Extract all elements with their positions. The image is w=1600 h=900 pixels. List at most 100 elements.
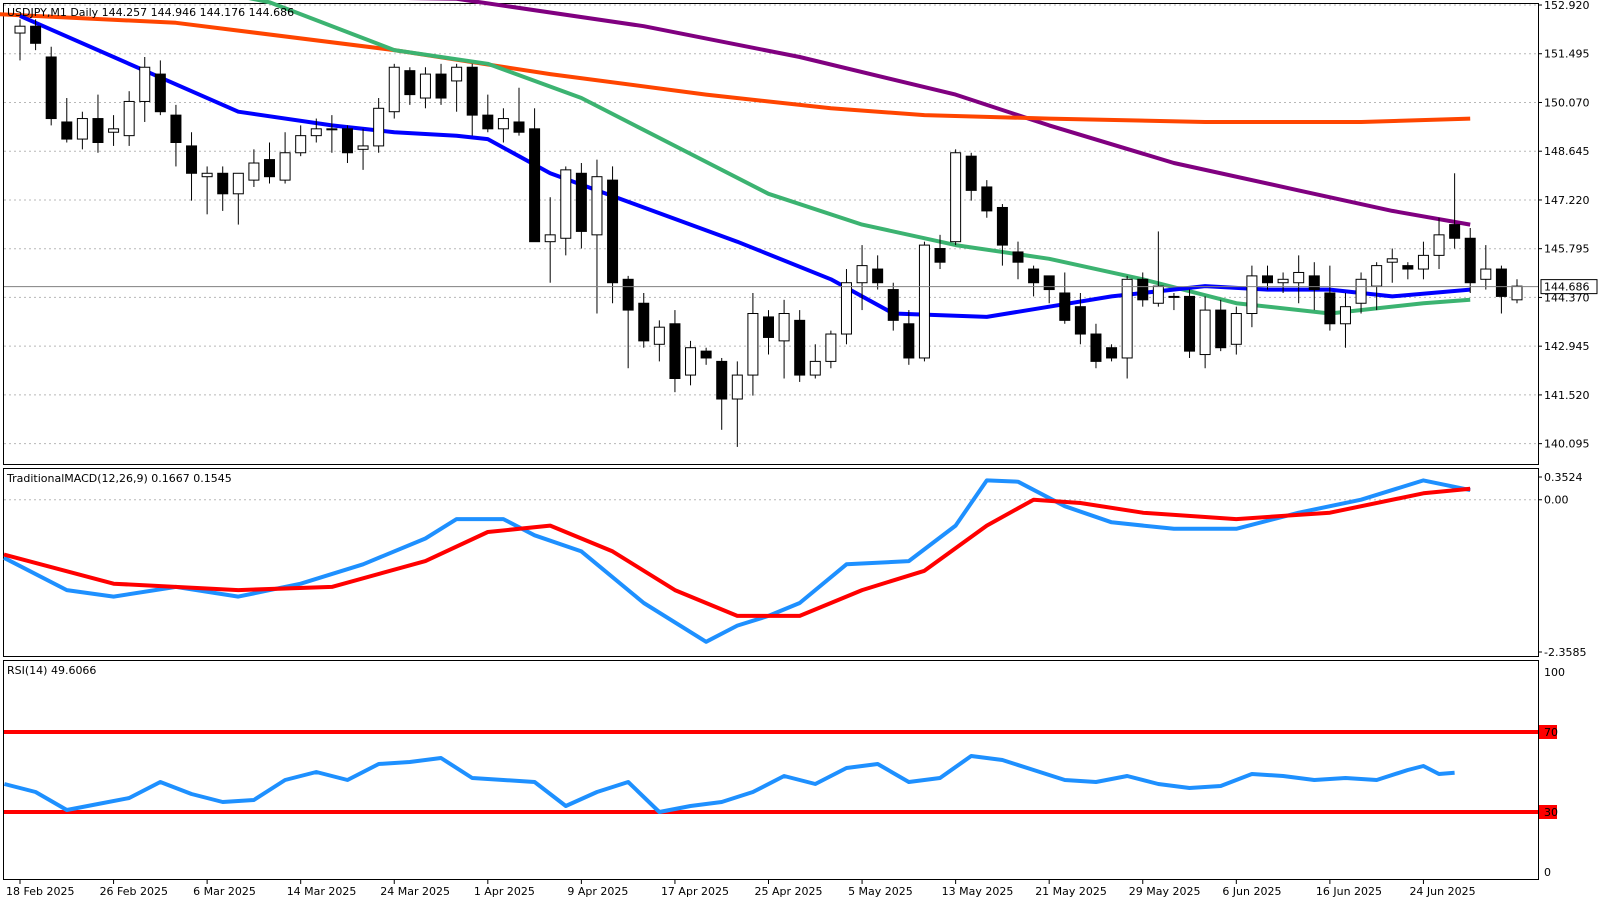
macd-tick-label: -2.3585	[1544, 646, 1586, 659]
rsi-tick-label: 0	[1544, 866, 1551, 879]
candle-body	[934, 248, 946, 263]
candle-body	[1230, 313, 1242, 345]
candle-body	[1168, 295, 1180, 298]
candle-body	[700, 350, 712, 359]
price-tick-label: 141.520	[1544, 389, 1590, 402]
candle-body	[638, 302, 650, 342]
candle-body	[809, 360, 821, 376]
candle-body	[1215, 309, 1227, 349]
candle-body	[419, 73, 431, 99]
candle-body	[653, 326, 665, 345]
candle-body	[1262, 275, 1273, 284]
candle-body	[108, 128, 120, 133]
candle-body	[326, 128, 338, 131]
date-tick-label: 21 May 2025	[1035, 885, 1107, 898]
candle-body	[856, 265, 868, 284]
date-tick-label: 24 Mar 2025	[380, 885, 450, 898]
price-panel-frame	[3, 3, 1539, 465]
candle-body	[716, 360, 728, 400]
candle-body	[872, 268, 884, 284]
candle-body	[529, 128, 541, 243]
candle-body	[887, 289, 899, 321]
price-tick-label: 145.795	[1544, 243, 1590, 256]
candle-body	[170, 114, 182, 143]
candle-body	[965, 155, 977, 191]
candle-body	[747, 313, 759, 376]
macd-tick-label: 0.00	[1544, 494, 1569, 507]
rsi-tick-label: 70	[1544, 726, 1558, 739]
candle-body	[622, 278, 634, 311]
macd-line	[3, 478, 1471, 644]
price-tick-label: 140.095	[1544, 438, 1590, 451]
candle-body	[544, 234, 556, 243]
date-tick-label: 6 Mar 2025	[193, 885, 256, 898]
candle-body	[560, 169, 572, 239]
candle-body	[513, 121, 525, 133]
candle-body	[840, 282, 852, 335]
date-tick-label: 6 Jun 2025	[1222, 885, 1281, 898]
candle-body	[1402, 265, 1414, 270]
candle-body	[279, 152, 291, 181]
candle-body	[451, 66, 463, 82]
last-price-box	[1540, 279, 1598, 295]
rsi-panel-frame	[3, 660, 1539, 880]
candle-body	[1199, 309, 1211, 356]
candle-body	[1246, 275, 1258, 315]
candle-body	[201, 172, 213, 178]
candle-body	[996, 206, 1008, 246]
last-price-label: 144.686	[1544, 281, 1590, 294]
candle-body	[1449, 224, 1461, 239]
candle-body	[1386, 258, 1398, 263]
date-tick-label: 17 Apr 2025	[661, 885, 729, 898]
price-tick-label: 147.220	[1544, 194, 1590, 207]
date-axis: 18 Feb 2025 26 Feb 2025 6 Mar 2025 14 Mar 2…	[6, 880, 1476, 898]
macd-title: TraditionalMACD(12,26,9) 0.1667 0.1545	[6, 472, 232, 485]
price-tick-label: 144.370	[1544, 291, 1590, 304]
date-tick-label: 24 Jun 2025	[1409, 885, 1475, 898]
candle-body	[1043, 275, 1055, 291]
candle-body	[123, 100, 135, 137]
candle-body	[1339, 306, 1351, 325]
candle-body	[264, 159, 275, 178]
candle-body	[139, 66, 151, 102]
candle-body	[591, 176, 603, 236]
candle-body	[763, 316, 774, 338]
candle-body	[1480, 268, 1492, 280]
price-tick-label: 150.070	[1544, 96, 1590, 109]
rsi-level-tag	[1539, 805, 1557, 819]
candle-body	[1417, 254, 1429, 270]
date-tick-label: 1 Apr 2025	[474, 885, 535, 898]
rsi-tick-label: 30	[1544, 806, 1558, 819]
candle-body	[388, 66, 400, 113]
candle-body	[1495, 268, 1507, 297]
rsi-tick-label: 100	[1544, 666, 1565, 679]
date-tick-label: 29 May 2025	[1129, 885, 1201, 898]
candle-body	[575, 172, 587, 232]
candle-body	[373, 107, 385, 147]
candle-body	[1293, 271, 1305, 284]
candle-body	[30, 25, 42, 44]
price-chart-title: USDJPY,M1 Daily 144.257 144.946 144.176 …	[7, 6, 294, 19]
candle-body	[1433, 234, 1445, 256]
candle-body	[497, 118, 509, 130]
candle-body	[1355, 278, 1367, 304]
candle-body	[903, 323, 915, 359]
candle-body	[1308, 275, 1320, 291]
candle-body	[1324, 292, 1336, 325]
candle-body	[731, 374, 743, 400]
rsi-panel: RSI(14) 49.6066 100 70 30 0	[3, 660, 1565, 880]
date-tick-label: 9 Apr 2025	[567, 885, 628, 898]
candle-body	[248, 162, 260, 181]
candle-body	[685, 347, 697, 376]
candle-body	[1028, 268, 1040, 284]
price-tick-label: 151.495	[1544, 48, 1590, 61]
rsi-line	[3, 754, 1455, 814]
candle-body	[232, 172, 244, 195]
candle-body	[76, 118, 88, 140]
candle-body	[607, 179, 619, 284]
date-tick-label: 16 Jun 2025	[1316, 885, 1382, 898]
candle-body	[404, 70, 416, 96]
candle-body	[186, 145, 198, 174]
candle-body	[295, 135, 307, 154]
